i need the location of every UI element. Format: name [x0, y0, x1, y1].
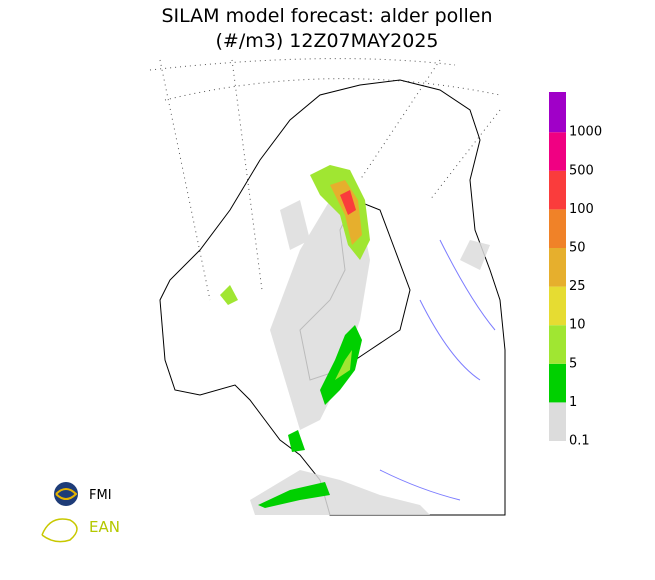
ean-text: EAN	[89, 518, 120, 536]
pollen-area	[250, 470, 430, 515]
river	[419, 299, 481, 381]
colorbar-label: 100	[569, 202, 594, 217]
pollen-area	[280, 200, 310, 250]
ean-icon	[41, 518, 78, 543]
colorbar: 0.1 1 5 10 25 50 100 500 1000	[549, 92, 602, 449]
pollen-high	[220, 165, 370, 508]
colorbar-segment	[549, 170, 566, 210]
graticule-line	[429, 109, 501, 201]
colorbar-label: 500	[569, 163, 594, 178]
colorbar-segment	[549, 286, 566, 326]
pollen-area	[335, 350, 352, 380]
graticule-line	[231, 59, 263, 291]
pollen-area	[330, 180, 362, 245]
pollen-area	[220, 285, 238, 305]
colorbar-segment	[549, 248, 566, 287]
title-line-2: (#/m3) 12Z07MAY2025	[215, 30, 438, 52]
fmi-icon	[54, 482, 78, 506]
colorbar-label: 25	[569, 279, 586, 294]
pollen-area	[270, 200, 370, 430]
river	[379, 469, 461, 501]
colorbar-label: 0.1	[569, 434, 590, 449]
colorbar-segment	[549, 402, 566, 441]
rivers	[379, 239, 496, 501]
river	[439, 239, 496, 331]
colorbar-label: 50	[569, 241, 586, 256]
colorbar-label: 5	[569, 356, 577, 371]
colorbar-segment	[549, 92, 566, 133]
fmi-text: FMI	[89, 488, 112, 503]
pollen-area	[258, 482, 330, 508]
fmi-icon-detail	[55, 488, 78, 500]
ean-logo: EAN	[41, 518, 120, 543]
colorbar-segment	[549, 325, 566, 364]
colorbar-segment	[549, 132, 566, 171]
pollen-area	[288, 430, 305, 452]
pollen-low	[250, 200, 490, 515]
colorbar-label: 10	[569, 318, 586, 333]
colorbar-segment	[549, 363, 566, 403]
coastline	[159, 79, 506, 516]
colorbar-segment	[549, 209, 566, 248]
graticule-line	[359, 59, 441, 181]
pollen-area	[460, 240, 490, 270]
map	[149, 58, 506, 516]
graticule	[149, 58, 501, 301]
pollen-area	[340, 190, 356, 215]
fmi-logo: FMI	[54, 482, 112, 506]
colorbar-label: 1000	[569, 125, 602, 140]
title-line-1: SILAM model forecast: alder pollen	[161, 5, 492, 27]
colorbar-label: 1	[569, 395, 577, 410]
graticule-line	[159, 59, 211, 301]
pollen-area	[320, 325, 362, 405]
graticule-line	[149, 58, 456, 71]
